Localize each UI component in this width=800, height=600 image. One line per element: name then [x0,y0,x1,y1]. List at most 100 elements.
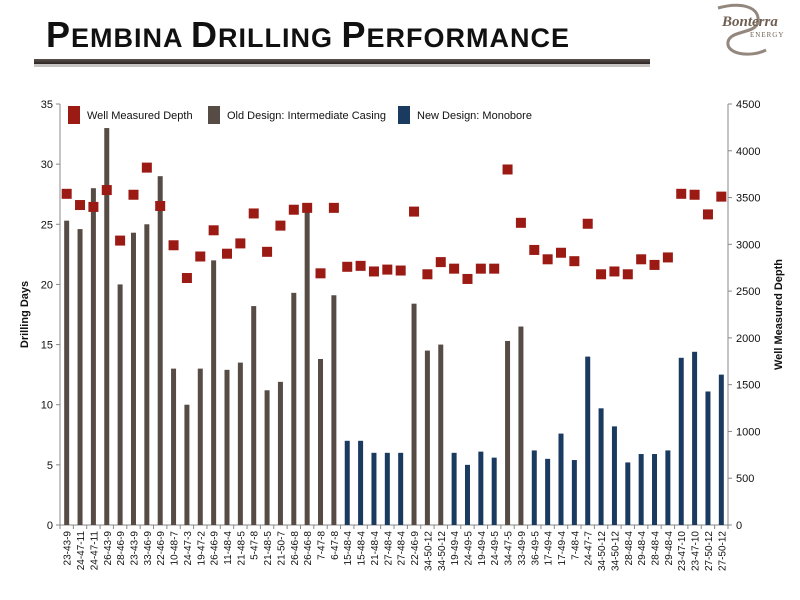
well-depth-point [302,202,313,213]
left-tick-label: 30 [41,159,53,171]
well-depth-point [395,265,406,276]
right-tick-label: 2000 [736,333,760,345]
left-tick-label: 25 [41,219,53,231]
old-design-bar [277,381,283,525]
old-design-bar [144,224,150,526]
old-design-bar [157,176,163,525]
x-tick-label: 29-48-4 [637,531,648,566]
x-tick-label: 24-47-3 [183,531,194,566]
x-tick-label: 17-49-4 [557,531,568,566]
legend-swatch [398,106,410,124]
title-divider [34,59,650,64]
old-design-bar [90,188,96,525]
well-depth-point [128,189,139,200]
x-tick-label: 23-47-10 [677,531,688,571]
old-design-bar [251,306,257,525]
well-depth-point [569,256,580,267]
x-tick-label: 21-48-5 [263,531,274,566]
new-design-bar [478,451,484,525]
well-depth-point [502,164,513,175]
well-depth-point [262,246,273,257]
x-tick-label: 24-47-11 [76,531,87,571]
well-depth-point [475,263,486,274]
x-tick-label: 34-47-5 [504,531,515,566]
x-tick-label: 33-46-9 [143,531,154,566]
well-depth-point [609,266,620,277]
x-tick-label: 28-48-4 [624,531,635,566]
old-design-bar [264,390,270,525]
well-depth-point [409,206,420,217]
well-depth-point [649,259,660,270]
x-tick-label: 15-48-4 [343,531,354,566]
new-design-bar [558,433,564,525]
well-depth-point [462,273,473,284]
x-tick-label: 26-46-9 [210,531,221,566]
title-part: ERFORMANCE [366,23,571,53]
right-tick-label: 4500 [736,99,760,111]
new-design-bar [718,374,724,525]
well-depth-point [141,162,152,173]
x-tick-label: 23-43-9 [129,531,140,566]
right-tick-label: 1000 [736,426,760,438]
new-design-bar [344,440,350,525]
well-depth-point [315,268,326,279]
well-depth-point [422,269,433,280]
x-tick-label: 19-49-4 [450,531,461,566]
well-depth-point [235,238,246,249]
x-tick-label: 34-50-12 [610,531,621,571]
well-depth-point [101,185,112,196]
old-design-bar [304,206,310,525]
old-design-bar [224,369,230,525]
drilling-performance-chart: 0 5 10 15 20 25 30 35 0 500 1000 1500 2000 2500 3000 35… [19,99,785,571]
x-tick-label: 23-47-10 [691,531,702,571]
new-design-bar [665,450,671,525]
right-tick-label: 0 [736,520,742,532]
well-depth-point [689,189,700,200]
logo-swirl-icon [717,3,767,56]
right-tick-label: 4000 [736,146,760,158]
old-design-bar [197,368,203,525]
old-design-bar [331,295,337,525]
new-design-bar [705,391,711,525]
well-depth-point [115,235,126,246]
well-depth-point [288,204,299,215]
well-depth-point [368,266,379,277]
x-tick-label: 34-50-12 [597,531,608,571]
x-tick-label: 7-48-4 [570,531,581,560]
old-design-bar [104,128,110,526]
x-tick-label: 36-49-5 [530,531,541,566]
x-tick-label: 24-47-11 [89,531,100,571]
old-design-bar [318,359,324,525]
y-axis-label: Drilling Days [19,281,31,348]
old-design-bar [518,326,524,525]
x-tick-label: 24-47-7 [584,531,595,566]
legend-swatch [208,106,220,124]
x-tick-label: 10-48-7 [170,531,181,566]
well-depth-point [556,247,566,258]
logo-subtext: ENERGY [750,31,784,39]
right-tick-label: 3500 [736,193,760,205]
left-tick-label: 20 [41,279,53,291]
legend-label: Well Measured Depth [87,110,193,122]
x-tick-label: 5-47-8 [250,531,261,560]
left-tick-label: 5 [47,460,53,472]
x-tick-label: 24-49-5 [463,531,474,566]
x-tick-label: 11-48-4 [223,531,234,565]
left-tick-label: 10 [41,400,53,412]
x-tick-label: 26-46-8 [303,531,314,566]
well-depth-point [622,269,633,280]
well-depth-point [449,263,460,274]
old-design-bar [211,260,217,525]
old-design-bar [130,232,136,525]
well-depth-point [61,188,72,199]
new-design-bar [371,452,377,525]
new-design-bar [638,454,644,525]
left-tick-label: 0 [47,520,53,532]
x-tick-label: 15-48-4 [357,531,368,566]
x-tick-label: 27-48-4 [397,531,408,566]
title-part: EMBINA [71,23,192,53]
well-depth-point [195,251,206,262]
new-design-bar [545,458,551,525]
old-design-bar [424,350,430,525]
x-tick-label: 7-47-8 [317,531,328,560]
